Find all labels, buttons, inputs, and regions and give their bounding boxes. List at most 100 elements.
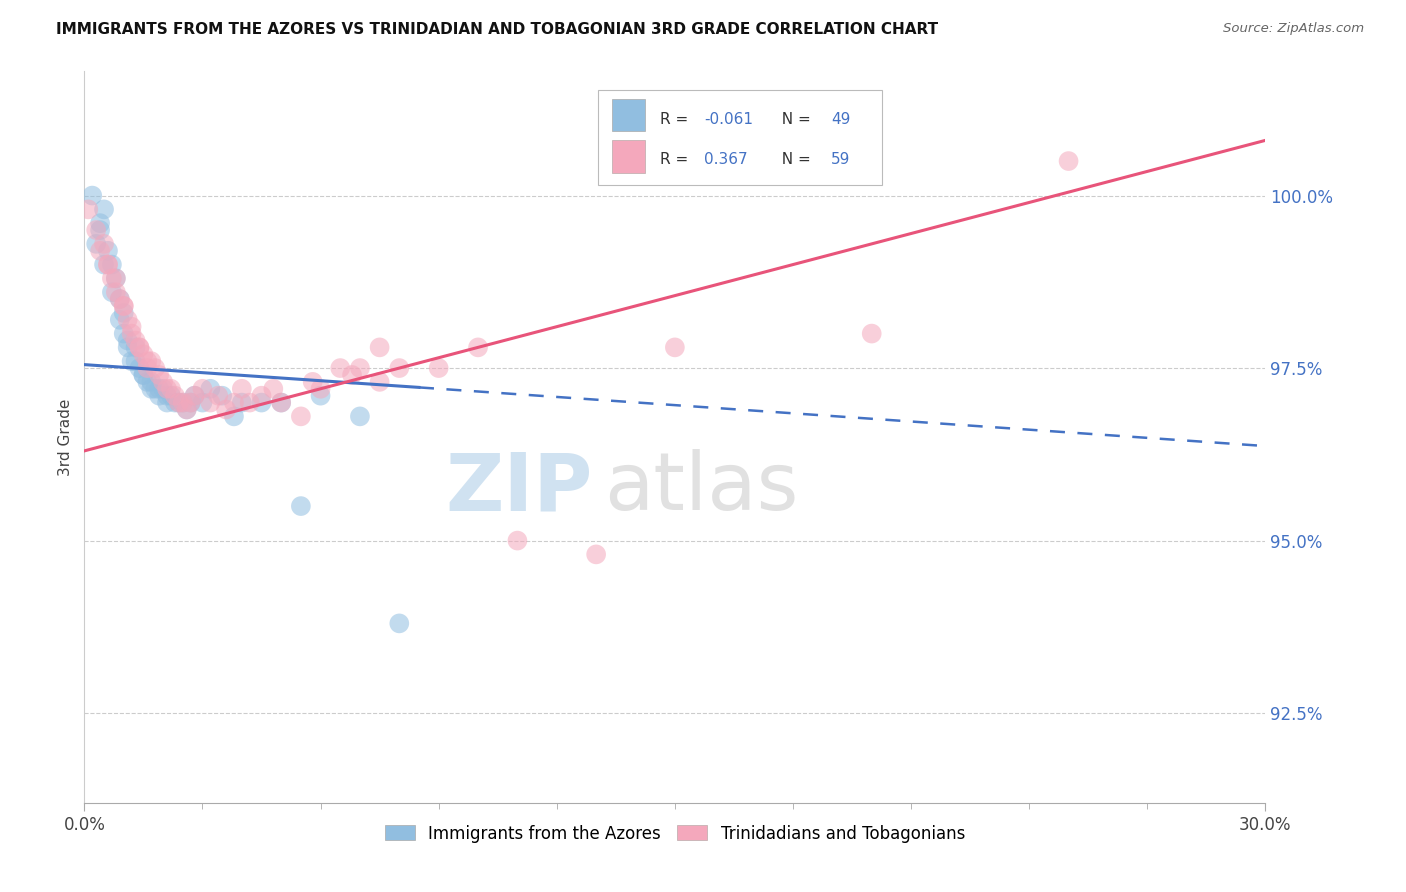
Point bbox=[101, 258, 124, 272]
Point bbox=[860, 326, 883, 341]
Point bbox=[141, 382, 163, 396]
Point bbox=[143, 382, 166, 396]
Point bbox=[340, 368, 363, 382]
Point bbox=[231, 395, 253, 409]
Point bbox=[290, 409, 312, 424]
Point bbox=[427, 361, 450, 376]
Text: 59: 59 bbox=[831, 152, 851, 167]
Point bbox=[222, 395, 245, 409]
Bar bbox=[598, 89, 882, 185]
Point bbox=[132, 347, 155, 361]
Point bbox=[112, 299, 135, 313]
Point bbox=[136, 354, 159, 368]
Point bbox=[211, 389, 233, 403]
Point bbox=[121, 319, 143, 334]
Point bbox=[191, 382, 214, 396]
Text: R =: R = bbox=[659, 112, 693, 127]
Point bbox=[89, 244, 111, 258]
Point bbox=[89, 223, 111, 237]
Point bbox=[101, 271, 124, 285]
Point bbox=[128, 340, 150, 354]
Legend: Immigrants from the Azores, Trinidadians and Tobagonians: Immigrants from the Azores, Trinidadians… bbox=[378, 818, 972, 849]
Point bbox=[172, 395, 194, 409]
Point bbox=[136, 361, 159, 376]
Point bbox=[176, 402, 198, 417]
Point bbox=[309, 389, 332, 403]
Point bbox=[172, 395, 194, 409]
Point bbox=[309, 382, 332, 396]
Text: R =: R = bbox=[659, 152, 697, 167]
Point bbox=[101, 285, 124, 300]
Point bbox=[112, 299, 135, 313]
Point bbox=[148, 389, 170, 403]
Point bbox=[82, 188, 104, 202]
Text: 0.367: 0.367 bbox=[704, 152, 748, 167]
Point bbox=[152, 382, 174, 396]
Point bbox=[156, 389, 179, 403]
Point bbox=[222, 409, 245, 424]
Point bbox=[207, 389, 229, 403]
Y-axis label: 3rd Grade: 3rd Grade bbox=[58, 399, 73, 475]
Point bbox=[104, 271, 127, 285]
Point bbox=[89, 216, 111, 230]
Point bbox=[124, 334, 146, 348]
Point bbox=[132, 368, 155, 382]
Point bbox=[77, 202, 100, 217]
Point bbox=[239, 395, 262, 409]
Point bbox=[108, 292, 131, 306]
Point bbox=[163, 395, 186, 409]
Point bbox=[132, 368, 155, 382]
Point bbox=[156, 382, 179, 396]
Point bbox=[200, 382, 222, 396]
Point bbox=[143, 361, 166, 376]
Point bbox=[156, 395, 179, 409]
Point bbox=[167, 395, 190, 409]
Point bbox=[117, 312, 139, 326]
Point bbox=[84, 236, 107, 251]
Point bbox=[117, 340, 139, 354]
Text: IMMIGRANTS FROM THE AZORES VS TRINIDADIAN AND TOBAGONIAN 3RD GRADE CORRELATION C: IMMIGRANTS FROM THE AZORES VS TRINIDADIA… bbox=[56, 22, 938, 37]
Point bbox=[128, 361, 150, 376]
Point bbox=[121, 326, 143, 341]
Point bbox=[250, 389, 273, 403]
Point bbox=[141, 375, 163, 389]
Point bbox=[93, 202, 115, 217]
Point bbox=[368, 375, 391, 389]
Point bbox=[124, 340, 146, 354]
Point bbox=[1057, 154, 1080, 169]
Point bbox=[112, 306, 135, 320]
Point bbox=[141, 354, 163, 368]
Point bbox=[270, 395, 292, 409]
Point bbox=[104, 271, 127, 285]
Point bbox=[183, 389, 205, 403]
Point bbox=[664, 340, 686, 354]
Point bbox=[93, 236, 115, 251]
Point bbox=[97, 244, 120, 258]
Point bbox=[160, 382, 183, 396]
Point bbox=[121, 354, 143, 368]
Point bbox=[148, 368, 170, 382]
Text: N =: N = bbox=[772, 152, 815, 167]
Point bbox=[160, 389, 183, 403]
Point bbox=[290, 499, 312, 513]
Point bbox=[506, 533, 529, 548]
Point bbox=[104, 285, 127, 300]
Text: atlas: atlas bbox=[605, 450, 799, 527]
Text: -0.061: -0.061 bbox=[704, 112, 754, 127]
Point bbox=[368, 340, 391, 354]
Point bbox=[191, 395, 214, 409]
Point bbox=[117, 334, 139, 348]
Point bbox=[167, 395, 190, 409]
Bar bbox=[612, 99, 645, 131]
Point bbox=[84, 223, 107, 237]
Point bbox=[388, 616, 411, 631]
Text: Source: ZipAtlas.com: Source: ZipAtlas.com bbox=[1223, 22, 1364, 36]
Point bbox=[585, 548, 607, 562]
Text: N =: N = bbox=[772, 112, 815, 127]
Point bbox=[163, 389, 186, 403]
Point bbox=[467, 340, 489, 354]
Point bbox=[270, 395, 292, 409]
Point bbox=[349, 409, 371, 424]
Point bbox=[200, 395, 222, 409]
Point bbox=[176, 402, 198, 417]
